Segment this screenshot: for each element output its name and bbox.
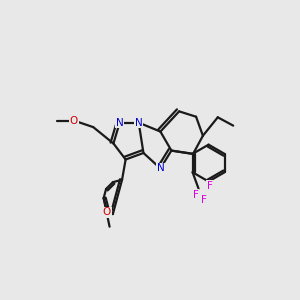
Text: N: N xyxy=(135,118,142,128)
Text: F: F xyxy=(193,190,199,200)
Text: O: O xyxy=(103,207,111,218)
Text: O: O xyxy=(70,116,78,126)
Text: F: F xyxy=(201,195,207,205)
Text: N: N xyxy=(157,164,164,173)
Text: N: N xyxy=(116,118,124,128)
Text: F: F xyxy=(207,181,213,191)
